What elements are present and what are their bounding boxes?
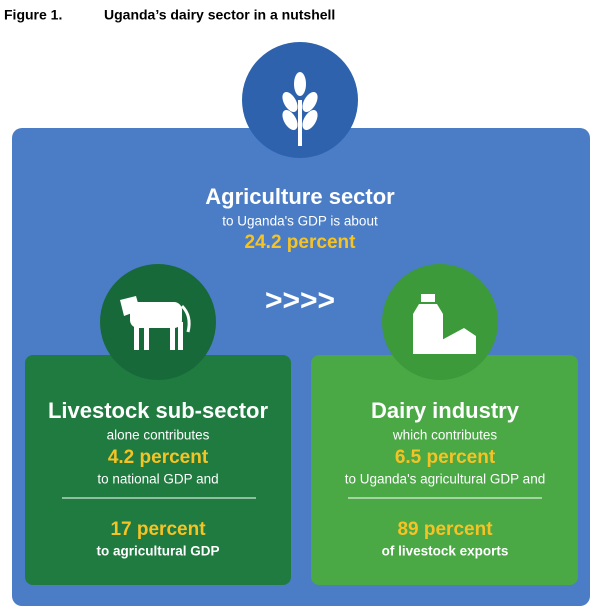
agriculture-title: Agriculture sector bbox=[205, 184, 395, 209]
wheat-icon bbox=[282, 72, 318, 146]
dairy-value: 6.5 percent bbox=[395, 447, 496, 468]
figure-label: Figure 1. bbox=[4, 7, 62, 23]
dairy-title: Dairy industry bbox=[371, 398, 520, 423]
livestock-panel bbox=[25, 355, 291, 585]
arrow: >>>> bbox=[265, 284, 335, 317]
dairy-panel bbox=[311, 355, 578, 585]
dairy-text: which contributes bbox=[392, 428, 498, 443]
agriculture-value: 24.2 percent bbox=[245, 232, 357, 253]
dairy-text: of livestock exports bbox=[382, 544, 509, 559]
livestock-text: alone contributes bbox=[107, 428, 210, 443]
livestock-title: Livestock sub-sector bbox=[48, 398, 269, 423]
livestock-text: to agricultural GDP bbox=[96, 544, 219, 559]
cow-icon bbox=[120, 296, 191, 350]
dairy-value: 89 percent bbox=[397, 519, 493, 540]
figure-title: Uganda’s dairy sector in a nutshell bbox=[104, 7, 335, 23]
livestock-text: to national GDP and bbox=[97, 472, 218, 487]
dairy-text: to Uganda's agricultural GDP and bbox=[345, 472, 545, 487]
livestock-value: 4.2 percent bbox=[108, 447, 209, 468]
agriculture-text: to Uganda's GDP is about bbox=[222, 214, 378, 229]
livestock-value: 17 percent bbox=[110, 519, 206, 540]
dairy-icon bbox=[413, 294, 476, 354]
